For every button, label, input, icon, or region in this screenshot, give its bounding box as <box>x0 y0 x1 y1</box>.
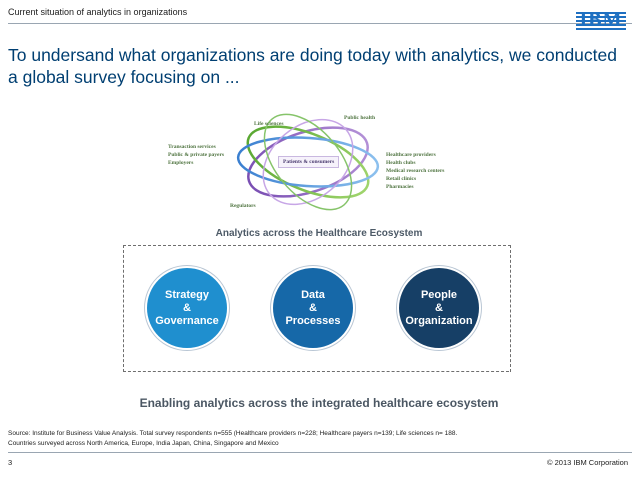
ecosystem-right-label: Medical research centers <box>386 168 445 174</box>
ecosystem-right-label: Pharmacies <box>386 184 414 190</box>
ecosystem-top-label: Public health <box>344 115 376 121</box>
ecosystem-left-label: Employers <box>168 160 194 166</box>
ecosystem-ring-3 <box>236 136 380 188</box>
ecosystem-ring-4 <box>262 118 354 206</box>
ecosystem-ellipses <box>236 113 380 211</box>
page-title: To undersand what organizations are doin… <box>8 45 617 87</box>
ecosystem-center-label: Patients & consumers <box>278 156 340 168</box>
ecosystem-right-label: Health clubs <box>386 160 416 166</box>
source-note: Source: Institute for Business Value Ana… <box>8 429 628 449</box>
circle-label: Data & Processes <box>285 288 341 327</box>
strategy-governance-circle: Strategy & Governance <box>147 268 227 348</box>
ecosystem-right-label: Retail clinics <box>386 176 417 182</box>
ecosystem-ring-5 <box>263 113 353 211</box>
header-label: Current situation of analytics in organi… <box>8 7 188 17</box>
dashed-bracket-bottom <box>123 371 509 372</box>
ibm-logo: IBM <box>576 9 626 31</box>
page-number: 3 <box>8 458 13 467</box>
ecosystem-left-label: Public & private payers <box>168 152 225 158</box>
dashed-bracket <box>123 245 511 372</box>
ecosystem-ring-2 <box>246 125 370 199</box>
ecosystem-caption: Analytics across the Healthcare Ecosyste… <box>215 228 423 239</box>
ecosystem-left-label: Transaction services <box>168 144 216 150</box>
ecosystem-top-label: Life sciences <box>254 121 284 127</box>
footer-rule <box>8 452 632 453</box>
ecosystem-right-label: Healthcare providers <box>386 152 436 158</box>
source-line-1: Source: Institute for Business Value Ana… <box>8 430 458 437</box>
source-line-2: Countries surveyed across North America,… <box>8 440 279 447</box>
copyright: © 2013 IBM Corporation <box>547 458 628 467</box>
ecosystem-diagram: Patients & consumers Transaction service… <box>150 110 460 215</box>
header-rule <box>8 23 632 24</box>
ecosystem-ring-1 <box>247 126 369 198</box>
circle-label: People & Organization <box>405 288 473 327</box>
enabling-caption: Enabling analytics across the integrated… <box>139 396 499 410</box>
ibm-logo-text: IBM <box>579 9 623 31</box>
data-processes-circle: Data & Processes <box>273 268 353 348</box>
ecosystem-bottom-label: Regulators <box>230 203 256 209</box>
circle-label: Strategy & Governance <box>155 288 219 327</box>
people-organization-circle: People & Organization <box>399 268 479 348</box>
